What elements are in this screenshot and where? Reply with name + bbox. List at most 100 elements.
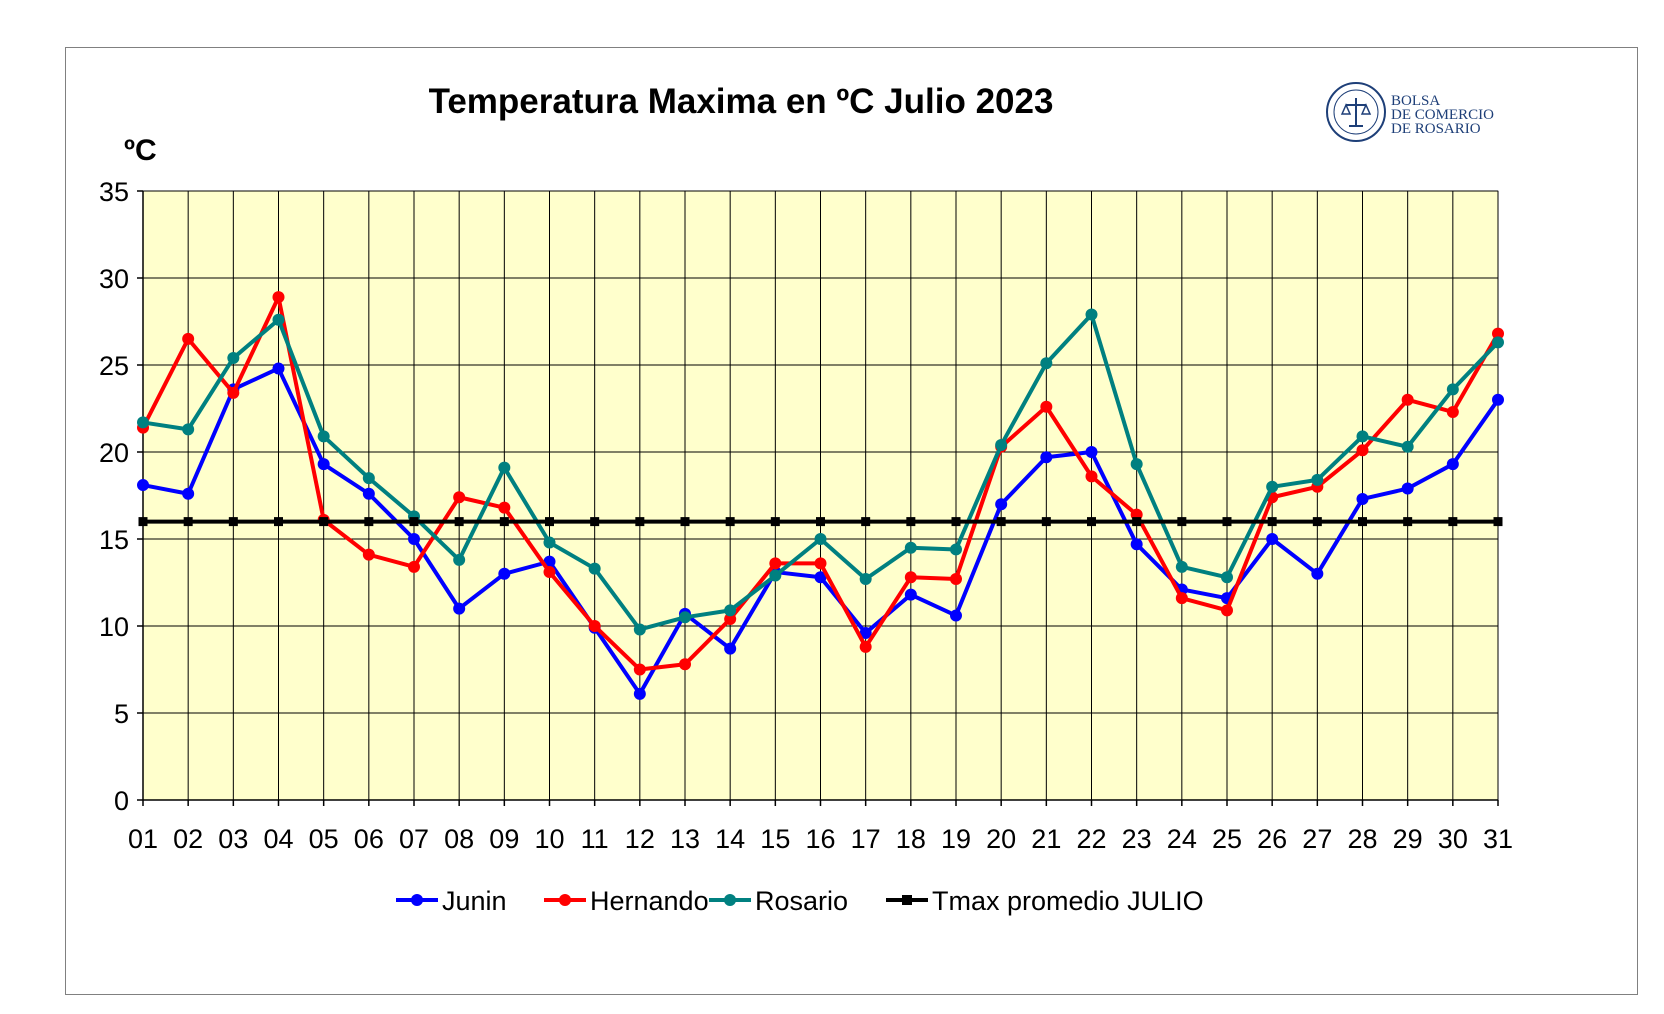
data-point — [588, 620, 601, 632]
data-point — [1401, 393, 1414, 406]
data-point — [1356, 444, 1369, 457]
data-point — [1358, 517, 1367, 527]
data-point — [1132, 517, 1142, 527]
x-tick-label: 20 — [986, 824, 1016, 854]
data-point — [1041, 517, 1051, 527]
y-unit-label: ºC — [124, 134, 157, 167]
data-point — [272, 313, 285, 326]
x-tick-label: 29 — [1393, 824, 1423, 854]
legend-item: Tmax promedio JULIO — [886, 886, 1204, 916]
data-point — [1040, 400, 1053, 413]
data-point — [816, 517, 825, 527]
data-point — [1446, 405, 1459, 418]
data-point — [1356, 492, 1369, 505]
data-point — [1266, 533, 1279, 545]
x-tick-label: 14 — [715, 824, 745, 854]
legend-item: Hernando — [544, 886, 709, 916]
x-tick-label: 03 — [218, 824, 248, 854]
data-point — [859, 573, 872, 586]
data-point — [409, 517, 419, 527]
x-tick-label: 06 — [354, 824, 384, 854]
data-point — [904, 541, 917, 554]
y-tick-label: 0 — [114, 786, 129, 816]
y-tick-label: 20 — [99, 438, 129, 468]
data-point — [950, 573, 962, 586]
data-point — [633, 623, 646, 636]
data-point — [1311, 473, 1324, 486]
legend-label: Hernando — [590, 886, 709, 916]
legend-label: Rosario — [755, 886, 848, 916]
x-tick-label: 21 — [1031, 824, 1061, 854]
data-point — [1085, 470, 1098, 483]
x-tick-label: 04 — [263, 824, 293, 854]
data-point — [138, 517, 148, 527]
data-point — [1221, 571, 1233, 584]
y-tick-label: 10 — [99, 612, 129, 642]
x-tick-label: 12 — [625, 824, 655, 854]
x-tick-label: 10 — [534, 824, 564, 854]
data-point — [317, 458, 330, 471]
data-point — [1177, 517, 1187, 527]
series-junin — [137, 362, 1504, 700]
legend-marker — [902, 895, 912, 905]
data-point — [724, 604, 737, 617]
x-tick-label: 31 — [1483, 824, 1513, 854]
data-point — [859, 640, 872, 653]
data-point — [995, 498, 1008, 511]
data-point — [543, 566, 556, 579]
data-point — [362, 548, 375, 561]
data-point — [679, 658, 691, 671]
x-tick-label: 28 — [1347, 824, 1377, 854]
data-point — [272, 291, 285, 304]
x-tick-label: 24 — [1167, 824, 1197, 854]
data-point — [182, 487, 195, 500]
data-point — [408, 533, 420, 545]
y-tick-label: 35 — [99, 177, 129, 207]
data-point — [1175, 592, 1188, 605]
data-point — [272, 362, 285, 375]
data-point — [453, 553, 466, 566]
data-point — [545, 517, 554, 527]
data-point — [859, 626, 872, 639]
x-tick-label: 25 — [1212, 824, 1242, 854]
data-point — [635, 517, 645, 527]
data-point — [498, 501, 511, 514]
data-point — [1267, 517, 1277, 527]
y-tick-label: 30 — [99, 264, 129, 294]
data-point — [362, 472, 375, 485]
data-point — [1493, 517, 1503, 527]
data-point — [1311, 567, 1324, 580]
bolsa-seal-icon — [1326, 82, 1386, 142]
data-point — [499, 517, 509, 527]
data-point — [633, 687, 646, 700]
data-point — [814, 571, 827, 584]
data-point — [543, 536, 556, 549]
chart-frame: Temperatura Maxima en ºC Julio 2023 ºC B… — [65, 47, 1638, 995]
x-tick-label: 27 — [1302, 824, 1332, 854]
data-point — [951, 517, 961, 527]
data-point — [724, 642, 737, 655]
data-point — [950, 609, 962, 622]
chart-svg: Temperatura Maxima en ºC Julio 2023 ºC B… — [99, 82, 1513, 916]
legend-label: Tmax promedio JULIO — [932, 886, 1204, 916]
data-point — [861, 517, 871, 527]
data-point — [814, 557, 827, 570]
y-tick-label: 25 — [99, 351, 129, 381]
data-point — [137, 479, 149, 492]
data-point — [633, 663, 646, 676]
logo-line-1: BOLSA — [1391, 93, 1440, 109]
x-tick-label: 09 — [489, 824, 519, 854]
data-point — [182, 423, 195, 436]
x-tick-label: 02 — [173, 824, 203, 854]
data-point — [1446, 458, 1459, 471]
data-point — [588, 562, 601, 575]
data-point — [1492, 327, 1504, 340]
data-point — [1312, 517, 1322, 527]
data-point — [364, 517, 374, 527]
x-tick-label: 13 — [670, 824, 700, 854]
data-point — [1401, 482, 1414, 495]
y-tick-label: 5 — [114, 699, 129, 729]
x-tick-label: 05 — [309, 824, 339, 854]
data-point — [137, 416, 149, 429]
data-point — [680, 517, 690, 527]
